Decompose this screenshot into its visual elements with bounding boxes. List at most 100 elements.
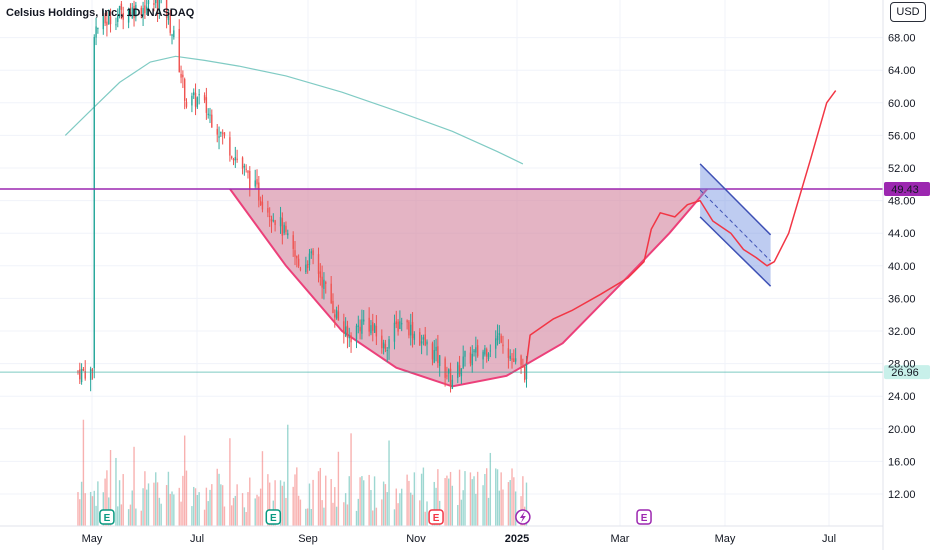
volume-bar (268, 482, 271, 526)
volume-bar (368, 474, 370, 526)
volume-bar (183, 435, 186, 526)
candle-body (469, 352, 472, 364)
candle-body (457, 362, 459, 378)
candle-body (270, 219, 273, 222)
volume-bar (332, 502, 334, 526)
candle-body (422, 337, 425, 340)
candle-body (245, 168, 247, 170)
earnings-marker-label: E (433, 513, 440, 524)
volume-bar (296, 467, 298, 526)
candle-body (249, 170, 251, 189)
candle-body (144, 5, 146, 14)
candle-body (171, 34, 173, 36)
volume-bar (247, 492, 249, 526)
candle-body (482, 351, 484, 360)
candle-body (221, 132, 224, 134)
volume-bar (395, 488, 397, 526)
volume-bar (91, 496, 94, 526)
candle-body (393, 322, 396, 342)
volume-bar (319, 467, 322, 526)
x-tick-label: May (715, 533, 736, 545)
y-tick-label: 32.00 (888, 326, 916, 338)
candle-body (207, 113, 209, 116)
volume-bar (419, 500, 421, 526)
volume-bar (511, 468, 513, 526)
volume-bar (185, 470, 188, 526)
volume-bar (522, 476, 524, 526)
candle-body (305, 264, 307, 272)
y-tick-label: 16.00 (888, 456, 916, 468)
earnings-marker-icon (428, 509, 444, 525)
volume-bar (156, 482, 159, 526)
volume-bar (203, 509, 206, 526)
volume-bar (401, 488, 403, 526)
candle-body (330, 283, 332, 303)
candle-body (142, 8, 144, 16)
volume-bar (171, 491, 173, 526)
volume-bar (388, 440, 390, 526)
volume-bar (344, 493, 347, 526)
candle-body (205, 97, 208, 113)
price-levels: 49.43 26.96 (0, 181, 930, 380)
earnings-marker-icon (636, 509, 652, 525)
y-tick-label: 24.00 (888, 391, 916, 403)
volume-bar (476, 471, 479, 526)
volume-bar (484, 474, 486, 526)
price-level-tag (884, 365, 930, 380)
candle-body (259, 200, 262, 205)
candle-body (97, 28, 99, 30)
candle-body (312, 250, 314, 256)
candle-body (102, 15, 104, 30)
candle-body (84, 371, 86, 379)
volume-bar (122, 474, 124, 526)
volume-bar (359, 477, 361, 526)
x-tick-label: Nov (406, 533, 426, 545)
volume-bar (457, 505, 459, 526)
candle-body (297, 258, 300, 267)
candle-body (247, 170, 249, 173)
volume-bar (334, 487, 336, 526)
volume-bar (229, 438, 231, 526)
volume-bar (249, 477, 251, 526)
volume-bar (433, 481, 435, 526)
candle-body (375, 325, 378, 337)
volume-bar (299, 499, 302, 526)
candle-body (359, 326, 361, 332)
candle-body (140, 7, 142, 15)
candle-body (223, 132, 226, 136)
candle-body (203, 95, 206, 101)
volume-bar (182, 475, 184, 526)
currency-button[interactable]: USD (890, 2, 926, 22)
volume-bar (93, 490, 95, 526)
volume-bar (89, 491, 92, 526)
candle-body (122, 12, 124, 20)
candle-body (346, 325, 349, 338)
volume-bar (498, 490, 501, 526)
candle-body (211, 114, 213, 128)
volume-bar (424, 511, 426, 526)
volume-bar (357, 498, 359, 526)
earnings-marker-icon (99, 509, 115, 525)
candle-body (523, 366, 526, 381)
volume-bar (95, 505, 97, 526)
volume-bar (397, 503, 399, 526)
volume-bar (489, 452, 492, 526)
candle-body (363, 319, 365, 322)
volume-bar (281, 485, 284, 526)
candle-body (292, 235, 294, 249)
volume-bar (382, 481, 385, 526)
volume-bar (167, 471, 170, 526)
volume-bar (245, 511, 247, 526)
candle-body (133, 5, 135, 19)
candle-body (89, 368, 92, 380)
volume-bar (408, 480, 410, 526)
candle-body (496, 335, 499, 341)
volume-bar (261, 451, 264, 526)
y-tick-label: 68.00 (888, 33, 916, 45)
candle-body (399, 321, 401, 329)
volume-bar (221, 485, 224, 526)
candle-body (449, 368, 452, 387)
volume-bar (144, 471, 146, 526)
volume-bar (471, 479, 473, 526)
